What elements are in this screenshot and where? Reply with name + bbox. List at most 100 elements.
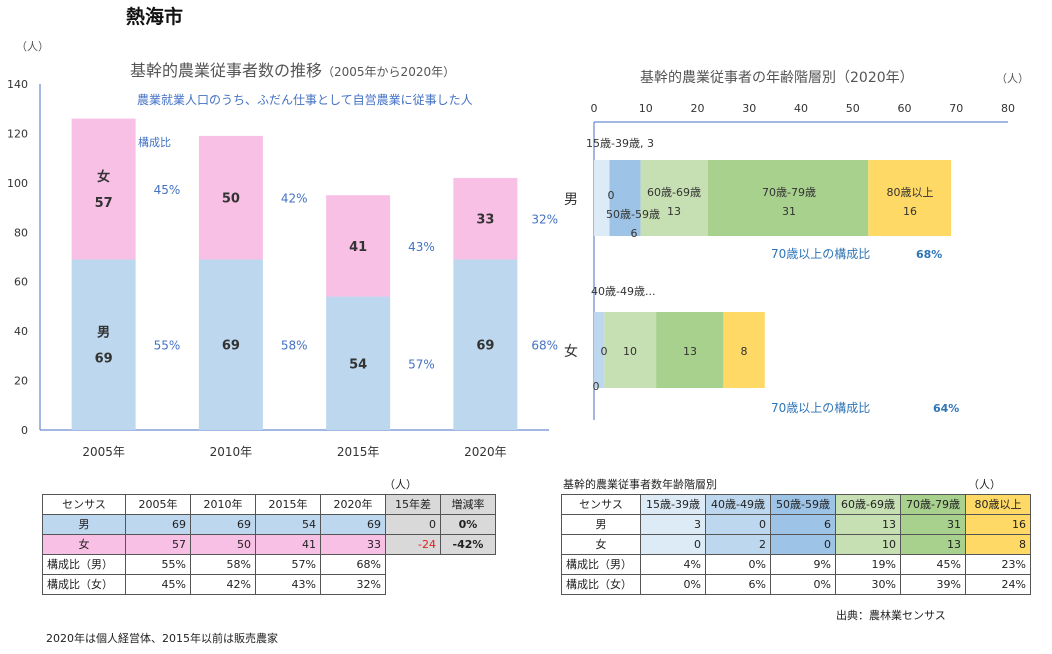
table-cell: 57% [255,554,321,575]
x-tick-label: 2005年 [82,445,125,459]
table-cell: 45% [900,554,966,575]
x-tick-label: 2015年 [337,445,380,459]
bar-value-label: 69 [222,339,240,354]
table-cell: 24% [965,574,1031,595]
table-cell: 6 [770,514,836,535]
table-header-cell: 2020年 [320,494,386,515]
table-cell: 4% [640,554,706,575]
bar-data-label: 0 [593,380,600,393]
ratio-note-value: 68% [916,248,942,261]
table-cell: 男 [42,514,126,535]
table-cell: 42% [190,574,256,595]
table-row: 女 0 2 0 10 13 8 [561,534,1031,555]
bar-segment-male [707,160,869,236]
table-header-cell: 2015年 [255,494,321,515]
source-note: 出典：農林業センサス [836,609,946,622]
bar-value-label: 33 [476,213,494,228]
table-cell: -24 [385,534,441,555]
table-header-row: センサス 2005年 2010年 2015年 2020年 15年差 増減率 [42,494,496,515]
table-cell: 68% [320,554,386,575]
table-row: 構成比（女） 0% 6% 0% 30% 39% 24% [561,574,1031,595]
table-header-cell: 70歳-79歳 [900,494,966,515]
table-cell: 女 [561,534,641,555]
table-cell: 0 [385,514,441,535]
bar-data-label: 8 [741,345,748,358]
table-cell: 0 [770,534,836,555]
footnote: 2020年は個人経営体、2015年以前は販売農家 [46,632,278,645]
table-header-row: センサス 15歳-39歳 40歳-49歳 50歳-59歳 60歳-69歳 70歳… [561,494,1031,515]
x-axis-unit: （人） [996,72,1029,85]
series-name-label: 女 [97,169,110,185]
ratio-label: 43% [408,240,435,254]
table-cell: 57 [125,534,191,555]
bar-segment-female [71,118,136,260]
bar-segment-female [198,135,263,260]
table-cell: 2 [705,534,771,555]
ratio-note-value: 64% [933,402,959,415]
ratio-label: 57% [408,357,435,371]
table-cell: 31 [900,514,966,535]
table-trend: センサス 2005年 2010年 2015年 2020年 15年差 増減率 男 … [42,494,496,595]
ratio-label: 58% [281,339,308,353]
bar-segment-female [453,177,518,260]
ratio-legend-label: 構成比 [138,136,171,149]
bar-value-label: 69 [476,339,494,354]
table-cell: 女 [42,534,126,555]
table-cell: 男 [561,514,641,535]
table-cell: 50 [190,534,256,555]
x-tick-label: 10 [639,102,653,115]
bar-value-label: 50 [222,192,240,207]
bar-segment-male [71,259,136,430]
bar-segment-male [640,160,708,236]
chart-title-suffix: （2005年から2020年） [322,65,455,79]
x-tick-label: 2010年 [210,445,253,459]
ratio-label: 68% [531,339,558,353]
bar-data-label: 10 [623,345,637,358]
bar-segment-male [609,160,641,236]
table-cell: 9% [770,554,836,575]
table-cell: 41 [255,534,321,555]
table-header-cell: 50歳-59歳 [770,494,836,515]
ratio-note-label: 70歳以上の構成比 [771,401,870,415]
table2-title: 基幹的農業従事者数年齢階層別 [563,478,717,491]
chart-title: 基幹的農業従事者の年齢階層別（2020年） [640,69,914,86]
x-tick-label: 30 [742,102,756,115]
table-cell: 54 [255,514,321,535]
table-cell: 0% [770,574,836,595]
table-row: 男 69 69 54 69 0 0% [42,514,496,535]
ratio-label: 55% [154,339,181,353]
bar-data-label: 31 [782,205,796,218]
table-cell: 0% [440,514,496,535]
bar-segment-female [723,312,765,388]
x-tick-label: 50 [846,102,860,115]
table-cell: 13 [900,534,966,555]
table-row: 女 57 50 41 33 -24 -42% [42,534,496,555]
bar-value-label: 69 [95,352,113,367]
y-tick-label: 140 [7,78,28,91]
table-row: 男 3 0 6 13 31 16 [561,514,1031,535]
table-cell: 69 [320,514,386,535]
bar-segment-female [656,312,724,388]
table-cell: 8 [965,534,1031,555]
table-header-cell: 40歳-49歳 [705,494,771,515]
table-cell: 0% [640,574,706,595]
bar-segment-male [594,160,610,236]
table-cell: 10 [835,534,901,555]
ratio-note-label: 70歳以上の構成比 [771,247,870,261]
table-cell: 19% [835,554,901,575]
table-cell: 6% [705,574,771,595]
table-cell: 43% [255,574,321,595]
table-cell: 0% [705,554,771,575]
table-header-cell: 15年差 [385,494,441,515]
chart-title: 基幹的農業従事者数の推移（2005年から2020年） [130,61,455,80]
bar-value-label: 57 [95,196,113,211]
page-title: 熱海市 [126,6,184,28]
table-cell: 69 [190,514,256,535]
table-cell: 16 [965,514,1031,535]
bar-data-label: 13 [667,205,681,218]
y-tick-label: 0 [21,424,28,437]
y-tick-label: 20 [14,375,28,388]
y-tick-label: 60 [14,276,28,289]
y-tick-label: 120 [7,127,28,140]
